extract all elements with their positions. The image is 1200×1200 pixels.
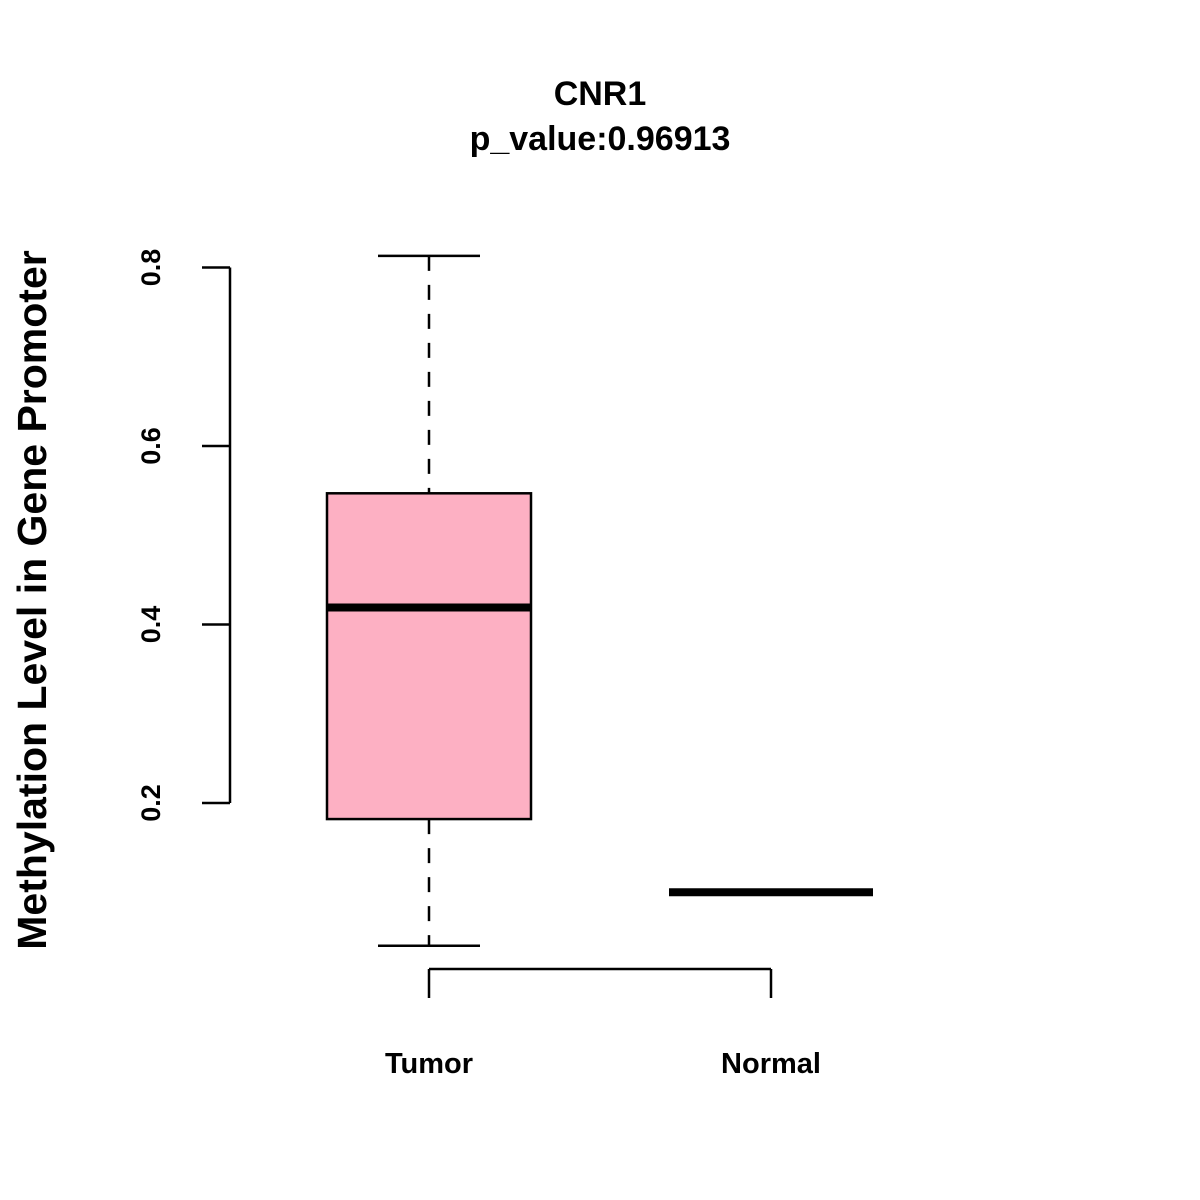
y-tick-label: 0.4 xyxy=(136,606,166,644)
y-axis-label: Methylation Level in Gene Promoter xyxy=(9,250,55,949)
y-tick-label: 0.2 xyxy=(136,784,166,822)
box-tumor xyxy=(325,254,533,948)
y-tick-label: 0.6 xyxy=(136,427,166,465)
x-category-label: Tumor xyxy=(385,1048,473,1080)
y-tick-label: 0.8 xyxy=(136,249,166,287)
y-axis: 0.2 0.4 0.6 0.8 xyxy=(136,249,232,822)
chart-title: CNR1 xyxy=(554,75,647,113)
chart-subtitle: p_value:0.96913 xyxy=(470,120,731,158)
x-category-label: Normal xyxy=(721,1048,821,1080)
iqr-box xyxy=(325,492,533,821)
boxes xyxy=(325,254,873,948)
x-axis: Tumor Normal xyxy=(385,967,821,1080)
